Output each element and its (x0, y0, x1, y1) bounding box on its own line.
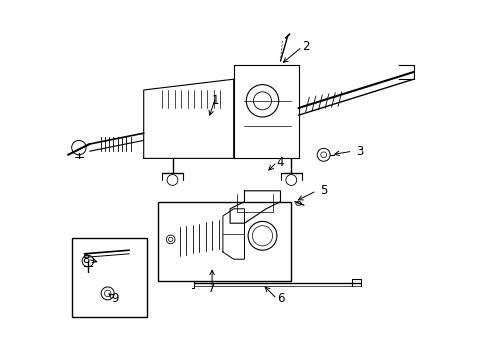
Text: 5: 5 (319, 184, 327, 197)
Text: 7: 7 (208, 282, 215, 294)
Text: 9: 9 (111, 292, 119, 305)
Bar (158, 202, 291, 281)
Bar (72, 238, 147, 317)
Text: 4: 4 (276, 156, 284, 168)
Text: 2: 2 (301, 40, 309, 53)
Text: 8: 8 (82, 253, 90, 266)
Text: 3: 3 (355, 145, 363, 158)
Text: 6: 6 (276, 292, 284, 305)
Text: 1: 1 (211, 94, 219, 107)
